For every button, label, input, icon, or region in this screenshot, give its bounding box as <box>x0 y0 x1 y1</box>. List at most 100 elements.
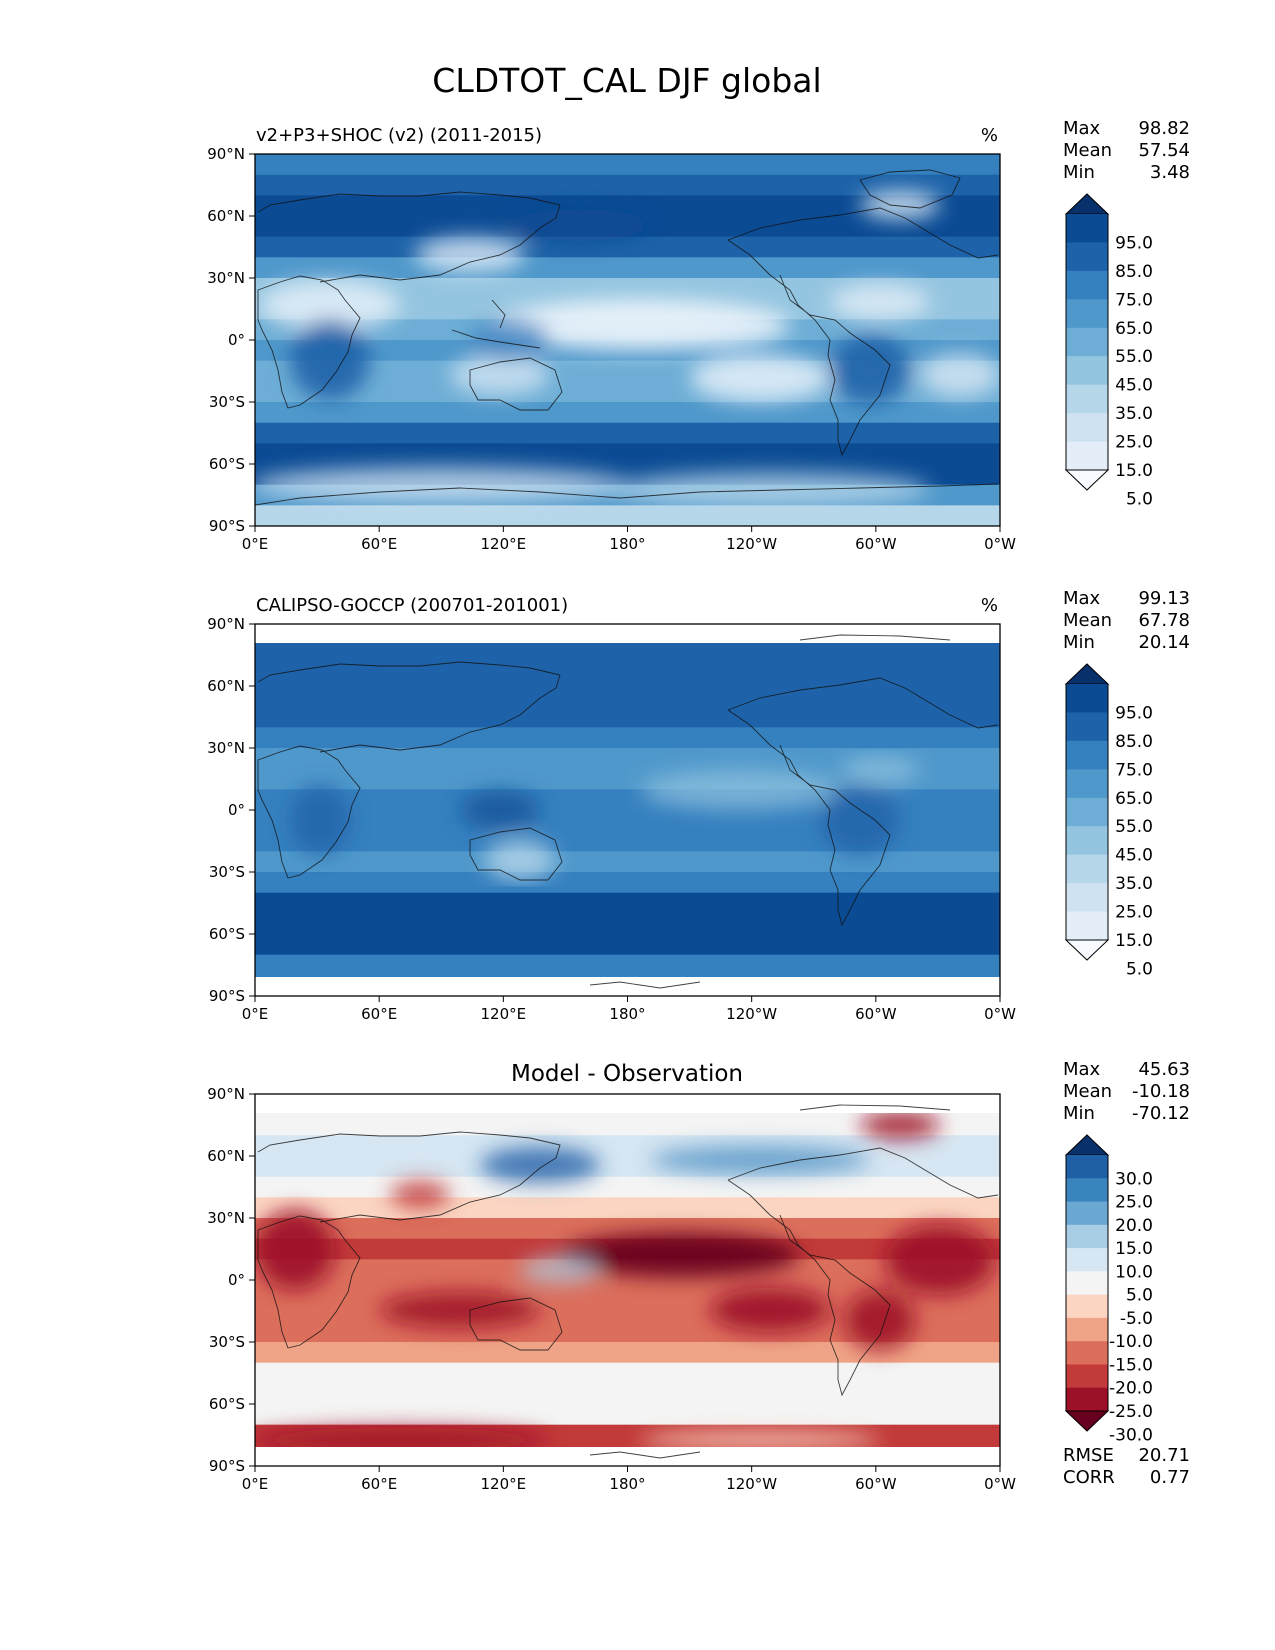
zonal-band <box>255 872 1000 894</box>
colorbar-segment <box>1066 911 1108 941</box>
x-tick-label: 60°E <box>361 1005 397 1023</box>
zonal-band <box>255 892 1000 914</box>
colorbar-tick-label: 15.0 <box>1115 461 1153 481</box>
y-tick-label: 0° <box>228 801 245 819</box>
zonal-band <box>255 727 1000 749</box>
stat-label-mean: Mean <box>1063 610 1112 631</box>
x-tick-label: 60°E <box>361 535 397 553</box>
stat-label-min: Min <box>1063 1103 1095 1124</box>
colorbar-segment <box>1066 214 1108 243</box>
colorbar-tick-label: 55.0 <box>1115 347 1153 367</box>
colorbar-tick-label: 15.0 <box>1115 931 1153 951</box>
panel-difference-metrics: RMSE 20.71 CORR 0.77 <box>1063 1445 1190 1488</box>
colorbar-segment <box>1066 384 1108 414</box>
stat-value-mean: -10.18 <box>1132 1081 1190 1102</box>
colorbar-extend-max <box>1064 193 1110 215</box>
colorbar-segment <box>1066 712 1108 742</box>
zonal-band <box>255 851 1000 873</box>
panel-model-yaxis: 90°N 60°N 30°N 0° 30°S 60°S 90°S <box>207 145 255 535</box>
zonal-band <box>255 1342 1000 1364</box>
zonal-band <box>255 195 1000 217</box>
zonal-band <box>255 1135 1000 1157</box>
y-tick-label: 60°N <box>207 1147 245 1165</box>
stat-label-mean: Mean <box>1063 1081 1112 1102</box>
y-tick-label: 30°S <box>209 863 245 881</box>
panel-observation-zonal-bands <box>255 640 1000 981</box>
zonal-band <box>255 278 1000 300</box>
colorbar-extend-max <box>1064 663 1110 685</box>
zonal-band <box>255 1383 1000 1405</box>
colorbar-tick-label: 30.0 <box>1115 1169 1153 1189</box>
y-tick-label: 90°S <box>209 517 245 535</box>
panel-observation-xaxis: 0°E 60°E 120°E 180° 120°W 60°W 0°W <box>242 996 1016 1023</box>
colorbar-tick-label: 75.0 <box>1115 760 1153 780</box>
zonal-band <box>255 1176 1000 1198</box>
colorbar-segment <box>1066 826 1108 856</box>
x-tick-label: 120°E <box>481 1005 527 1023</box>
colorbar-tick-label: -25.0 <box>1109 1402 1153 1422</box>
panel-observation-units: % <box>981 595 998 616</box>
colorbar-segment <box>1066 1294 1108 1319</box>
zonal-band <box>255 1362 1000 1384</box>
x-tick-label: 0°W <box>984 535 1016 553</box>
colorbar-tick-label: 20.0 <box>1115 1216 1153 1236</box>
panel-observation-yaxis: 90°N 60°N 30°N 0° 30°S 60°S 90°S <box>207 615 255 1005</box>
y-tick-label: 30°S <box>209 393 245 411</box>
colorbar-tick-label: 85.0 <box>1115 262 1153 282</box>
stat-value-max: 98.82 <box>1138 118 1190 139</box>
colorbar-tick-label: 25.0 <box>1115 1193 1153 1213</box>
colorbar-tick-label: -10.0 <box>1109 1332 1153 1352</box>
coastlines <box>257 1104 999 1459</box>
stat-value-max: 99.13 <box>1138 588 1190 609</box>
zonal-band <box>255 706 1000 728</box>
colorbar-tick-label: 5.0 <box>1126 489 1153 509</box>
zonal-band <box>255 686 1000 708</box>
colorbar-tick-label: 10.0 <box>1115 1262 1153 1282</box>
x-tick-label: 0°W <box>984 1475 1016 1493</box>
colorbar-tick-label: 45.0 <box>1115 376 1153 396</box>
x-tick-label: 120°W <box>726 1475 777 1493</box>
y-tick-label: 90°N <box>207 145 245 163</box>
colorbar-tick-label: 45.0 <box>1115 846 1153 866</box>
no-data-north <box>255 1094 1000 1113</box>
colorbar-tick-label: 5.0 <box>1126 959 1153 979</box>
metric-label-corr: CORR <box>1063 1467 1115 1488</box>
colorbar-tick-label: 35.0 <box>1115 874 1153 894</box>
y-tick-label: 60°S <box>209 455 245 473</box>
zonal-band <box>255 422 1000 444</box>
y-tick-label: 60°S <box>209 925 245 943</box>
colorbar-tick-label: 65.0 <box>1115 789 1153 809</box>
panel-model: v2+P3+SHOC (v2) (2011-2015) % <box>207 118 1190 553</box>
colorbar-outline <box>1065 214 1109 470</box>
colorbar-segment <box>1066 356 1108 386</box>
colorbar-segment <box>1066 1224 1108 1249</box>
panel-difference-title: Model - Observation <box>511 1061 743 1087</box>
panel-difference-map <box>255 1094 1000 1466</box>
colorbar-extend-min <box>1064 469 1110 491</box>
zonal-band <box>255 954 1000 981</box>
x-tick-label: 120°W <box>726 535 777 553</box>
colorbar-outline <box>1065 1155 1109 1411</box>
colorbar-segment <box>1066 1155 1108 1179</box>
panel-model-stats: Max 98.82 Mean 57.54 Min 3.48 <box>1063 118 1190 183</box>
stat-label-max: Max <box>1063 118 1101 139</box>
panel-difference-xaxis: 0°E 60°E 120°E 180° 120°W 60°W 0°W <box>242 1466 1016 1493</box>
colorbar-extend-min <box>1064 939 1110 961</box>
panel-difference: Model - Observation <box>207 1059 1190 1493</box>
panel-model-colorbar: 95.0 85.0 75.0 65.0 55.0 45.0 35.0 25.0 15.0 5.0 <box>1064 193 1153 509</box>
y-tick-label: 0° <box>228 331 245 349</box>
y-tick-label: 90°S <box>209 987 245 1005</box>
colorbar-segment <box>1066 1178 1108 1203</box>
colorbar-segment <box>1066 1364 1108 1389</box>
zonal-band <box>255 934 1000 956</box>
zonal-band <box>255 913 1000 935</box>
stat-label-max: Max <box>1063 1059 1101 1080</box>
panel-difference-colorbar: 30.0 25.0 20.0 15.0 10.0 5.0 -5.0 -10.0 -15.0 -20… <box>1064 1134 1153 1445</box>
zonal-band <box>255 1156 1000 1178</box>
zonal-band <box>255 640 1000 666</box>
colorbar-tick-label: 75.0 <box>1115 290 1153 310</box>
x-tick-label: 120°E <box>481 535 527 553</box>
metric-value-corr: 0.77 <box>1150 1467 1190 1488</box>
colorbar-segment <box>1066 1248 1108 1272</box>
zonal-band <box>255 1218 1000 1240</box>
